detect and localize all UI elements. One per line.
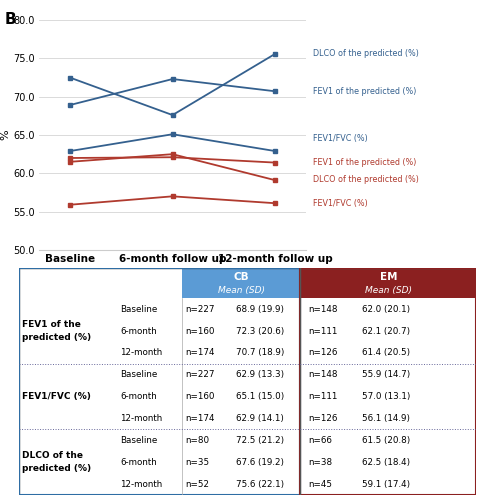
Text: 72.3 (20.6): 72.3 (20.6) [236, 326, 284, 336]
Text: FEV1/FVC (%): FEV1/FVC (%) [22, 392, 90, 401]
Text: n=148: n=148 [309, 304, 338, 314]
Text: n=160: n=160 [185, 392, 215, 401]
Text: n=45: n=45 [309, 480, 332, 488]
Text: 68.9 (19.9): 68.9 (19.9) [236, 304, 283, 314]
Text: B: B [5, 12, 17, 28]
Text: 61.4 (20.5): 61.4 (20.5) [362, 348, 410, 358]
Text: 6-month: 6-month [120, 458, 156, 466]
Text: 75.6 (22.1): 75.6 (22.1) [236, 480, 284, 488]
Text: Baseline: Baseline [120, 304, 157, 314]
Text: 72.5 (21.2): 72.5 (21.2) [236, 436, 284, 445]
Text: DLCO of the predicted (%): DLCO of the predicted (%) [313, 49, 419, 58]
Text: Mean (SD): Mean (SD) [218, 286, 264, 296]
Text: CB: CB [233, 272, 249, 282]
Text: 62.9 (14.1): 62.9 (14.1) [236, 414, 283, 423]
Text: 70.7 (18.9): 70.7 (18.9) [236, 348, 284, 358]
Text: 67.6 (19.2): 67.6 (19.2) [236, 458, 283, 466]
Text: Mean (SD): Mean (SD) [365, 286, 412, 296]
Text: 65.1 (15.0): 65.1 (15.0) [236, 392, 284, 401]
Text: 12-month: 12-month [120, 414, 162, 423]
Text: 62.0 (20.1): 62.0 (20.1) [362, 304, 410, 314]
Text: FEV1 of the predicted (%): FEV1 of the predicted (%) [313, 158, 417, 167]
Text: n=148: n=148 [309, 370, 338, 379]
Text: predicted (%): predicted (%) [22, 464, 91, 473]
Text: EM: EM [380, 272, 397, 282]
Text: DLCO of the: DLCO of the [22, 452, 83, 460]
Text: DLCO of the predicted (%): DLCO of the predicted (%) [313, 175, 419, 184]
Text: n=126: n=126 [309, 414, 338, 423]
Text: FEV1 of the predicted (%): FEV1 of the predicted (%) [313, 87, 417, 96]
Text: n=52: n=52 [185, 480, 209, 488]
Text: n=174: n=174 [185, 414, 215, 423]
Text: n=111: n=111 [309, 392, 338, 401]
Bar [182, 268, 300, 298]
Bar [300, 268, 476, 298]
Text: n=227: n=227 [185, 304, 215, 314]
Text: n=38: n=38 [309, 458, 333, 466]
Text: 61.5 (20.8): 61.5 (20.8) [362, 436, 410, 445]
Text: Baseline: Baseline [120, 436, 157, 445]
Text: n=174: n=174 [185, 348, 215, 358]
Bar [300, 268, 476, 495]
Bar [19, 268, 300, 495]
Text: n=35: n=35 [185, 458, 209, 466]
Text: n=111: n=111 [309, 326, 338, 336]
Text: Baseline: Baseline [120, 370, 157, 379]
Text: n=160: n=160 [185, 326, 215, 336]
Text: FEV1 of the: FEV1 of the [22, 320, 81, 329]
Text: 12-month: 12-month [120, 348, 162, 358]
Text: 62.5 (18.4): 62.5 (18.4) [362, 458, 410, 466]
Y-axis label: %: % [0, 130, 10, 140]
Text: n=227: n=227 [185, 370, 215, 379]
Text: n=80: n=80 [185, 436, 209, 445]
Text: 55.9 (14.7): 55.9 (14.7) [362, 370, 410, 379]
Text: 6-month: 6-month [120, 392, 156, 401]
Text: FEV1/FVC (%): FEV1/FVC (%) [313, 134, 368, 143]
Text: FEV1/FVC (%): FEV1/FVC (%) [313, 198, 368, 207]
Text: 56.1 (14.9): 56.1 (14.9) [362, 414, 410, 423]
Text: 57.0 (13.1): 57.0 (13.1) [362, 392, 411, 401]
Text: 59.1 (17.4): 59.1 (17.4) [362, 480, 410, 488]
Text: predicted (%): predicted (%) [22, 333, 91, 342]
Text: 12-month: 12-month [120, 480, 162, 488]
Text: 62.1 (20.7): 62.1 (20.7) [362, 326, 410, 336]
Text: 62.9 (13.3): 62.9 (13.3) [236, 370, 284, 379]
Text: 6-month: 6-month [120, 326, 156, 336]
Text: n=66: n=66 [309, 436, 332, 445]
Text: n=126: n=126 [309, 348, 338, 358]
